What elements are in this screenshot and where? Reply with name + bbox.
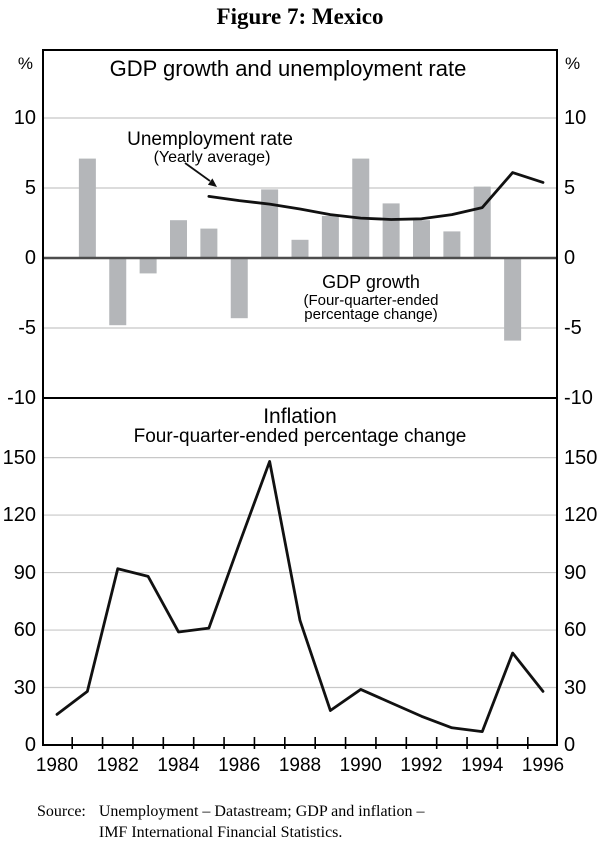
unemployment-annotation-line2: (Yearly average) xyxy=(153,149,271,166)
source-label: Source: xyxy=(37,803,86,820)
unemployment-annotation-arrow xyxy=(184,162,217,187)
gdp-bar-1985 xyxy=(200,228,218,258)
y-tick-bottom-left-0: 0 xyxy=(24,734,36,756)
gdp-bar-1981 xyxy=(78,158,96,258)
x-tick-label-1986: 1986 xyxy=(218,755,261,776)
top-panel-title: GDP growth and unemployment rate xyxy=(109,56,467,81)
arrow-head xyxy=(207,178,217,187)
source-line2: IMF International Financial Statistics. xyxy=(98,824,343,841)
y-tick-top-right-0: 0 xyxy=(564,247,576,269)
bottom-panel-subtitle: Four-quarter-ended percentage change xyxy=(133,426,467,447)
y-tick-bottom-left-120: 120 xyxy=(2,504,36,527)
x-tick-label-1990: 1990 xyxy=(339,755,382,776)
x-tick-label-1992: 1992 xyxy=(400,755,443,776)
percent-unit-right: % xyxy=(565,54,581,73)
y-tick-top-left--10: -10 xyxy=(7,387,36,409)
figure-title: Figure 7: Mexico xyxy=(216,4,384,29)
gdp-bar-1984 xyxy=(170,220,187,258)
y-tick-bottom-left-30: 30 xyxy=(13,676,36,699)
gdp-bar-1982 xyxy=(109,258,127,326)
x-tick-label-1982: 1982 xyxy=(96,755,139,776)
unemployment-line xyxy=(207,171,545,221)
gdp-bar-1995 xyxy=(504,258,522,341)
y-tick-top-left-10: 10 xyxy=(13,107,36,129)
x-tick-label-1994: 1994 xyxy=(461,755,504,776)
gdp-bar-1991 xyxy=(382,203,400,258)
x-axis-ticks xyxy=(71,737,529,749)
y-tick-bottom-left-150: 150 xyxy=(2,446,36,469)
y-tick-top-left--5: -5 xyxy=(18,317,36,339)
gdp-bar-1988 xyxy=(291,239,309,258)
gdp-bar-1993 xyxy=(443,231,461,258)
y-tick-top-left-5: 5 xyxy=(24,177,36,199)
x-tick-label-1996: 1996 xyxy=(521,755,565,776)
source-line1: Unemployment – Datastream; GDP and infla… xyxy=(98,803,425,820)
y-tick-bottom-right-150: 150 xyxy=(564,446,598,469)
x-tick-label-1980: 1980 xyxy=(35,755,79,776)
gdp-bar-1989 xyxy=(321,216,339,258)
gdp-bar-1983 xyxy=(139,258,157,274)
top-panel-gridlines xyxy=(44,117,556,329)
gdp-bar-1990 xyxy=(352,158,370,258)
y-tick-top-right-5: 5 xyxy=(564,177,576,199)
y-tick-bottom-left-60: 60 xyxy=(13,619,36,642)
y-tick-bottom-left-90: 90 xyxy=(13,561,36,584)
y-tick-bottom-right-30: 30 xyxy=(564,676,587,699)
gdp-bar-1986 xyxy=(230,258,248,319)
y-tick-bottom-right-0: 0 xyxy=(564,734,576,756)
y-tick-bottom-right-60: 60 xyxy=(564,619,587,642)
bottom-panel-gridlines xyxy=(44,457,556,689)
gdp-growth-bars xyxy=(78,158,522,341)
bottom-panel-title: Inflation xyxy=(263,405,337,428)
source-note: Source: Unemployment – Datastream; GDP a… xyxy=(37,801,577,843)
gdp-annotation-line2: (Four-quarter-ended xyxy=(303,292,439,309)
source-text: Unemployment – Datastream; GDP and infla… xyxy=(99,801,425,843)
x-tick-label-1988: 1988 xyxy=(278,755,322,776)
gdp-bar-1992 xyxy=(413,220,430,258)
arrow-shaft xyxy=(184,162,211,182)
y-tick-top-right--5: -5 xyxy=(564,317,582,339)
gdp-bar-1987 xyxy=(261,189,279,258)
y-tick-top-right--10: -10 xyxy=(564,387,593,409)
unemployment-annotation-line1: Unemployment rate xyxy=(127,129,293,150)
y-tick-bottom-right-90: 90 xyxy=(564,561,587,584)
y-tick-top-left-0: 0 xyxy=(24,247,36,269)
y-tick-bottom-right-120: 120 xyxy=(564,504,598,527)
gdp-annotation-line3: percentage change) xyxy=(304,306,438,323)
inflation-line xyxy=(55,460,545,733)
bottom-panel-frame xyxy=(42,397,558,746)
y-tick-top-right-10: 10 xyxy=(564,107,587,129)
gdp-annotation-line1: GDP growth xyxy=(322,272,420,292)
percent-unit-left: % xyxy=(17,54,33,73)
x-tick-label-1984: 1984 xyxy=(157,755,200,776)
